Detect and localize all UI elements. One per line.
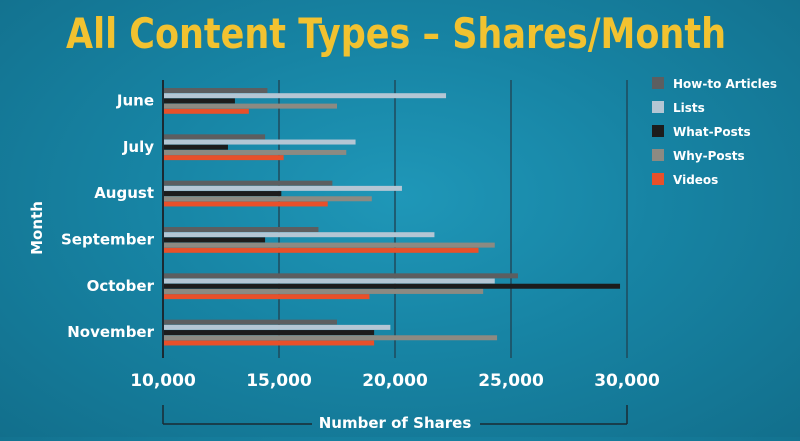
bar — [163, 232, 435, 238]
bar — [163, 144, 228, 150]
legend-swatch — [652, 77, 664, 89]
bar — [163, 288, 484, 294]
bar — [163, 319, 337, 325]
bar — [163, 227, 319, 232]
bar — [163, 88, 268, 93]
bar — [163, 155, 284, 161]
bar — [163, 273, 518, 279]
bar — [163, 134, 266, 140]
x-tick-label: 10,000 — [130, 371, 196, 391]
legend-swatch — [652, 125, 664, 137]
legend-swatch — [652, 173, 664, 185]
bar — [163, 324, 391, 330]
bar — [163, 191, 282, 197]
legend-label: Videos — [673, 173, 718, 187]
bar — [163, 278, 495, 284]
bar — [163, 340, 375, 346]
x-tick-label: 30,000 — [594, 371, 660, 391]
legend-swatch — [652, 149, 664, 161]
bar — [163, 93, 447, 99]
legend-label: Why-Posts — [673, 149, 745, 163]
bar — [163, 98, 235, 104]
y-tick-label: June — [116, 92, 154, 110]
x-tick-label: 25,000 — [478, 371, 544, 391]
legend-label: What-Posts — [673, 125, 751, 139]
bar — [163, 335, 498, 341]
bar — [163, 139, 356, 145]
y-tick-label: September — [61, 231, 155, 249]
legend-swatch — [652, 101, 664, 113]
bar — [163, 237, 266, 243]
x-tick-label: 15,000 — [246, 371, 312, 391]
bar — [163, 103, 337, 109]
bar — [163, 294, 370, 300]
y-tick-label: October — [87, 277, 155, 295]
bar — [163, 196, 372, 202]
y-tick-label: November — [67, 323, 154, 341]
bar — [163, 330, 375, 336]
x-tick-label: 20,000 — [362, 371, 428, 391]
legend-label: Lists — [673, 101, 705, 115]
bar — [163, 247, 479, 253]
y-tick-label: July — [122, 138, 154, 156]
bar — [163, 185, 402, 191]
x-axis-label: Number of Shares — [319, 414, 472, 432]
bar — [163, 283, 621, 289]
bar — [163, 242, 495, 248]
y-tick-label: August — [94, 184, 154, 202]
legend-label: How-to Articles — [673, 77, 777, 91]
bar — [163, 108, 249, 114]
y-axis-label: Month — [28, 201, 46, 255]
bar — [163, 180, 333, 186]
chart-title: All Content Types – Shares/Month — [66, 9, 726, 58]
bar — [163, 149, 347, 155]
bar — [163, 201, 328, 207]
